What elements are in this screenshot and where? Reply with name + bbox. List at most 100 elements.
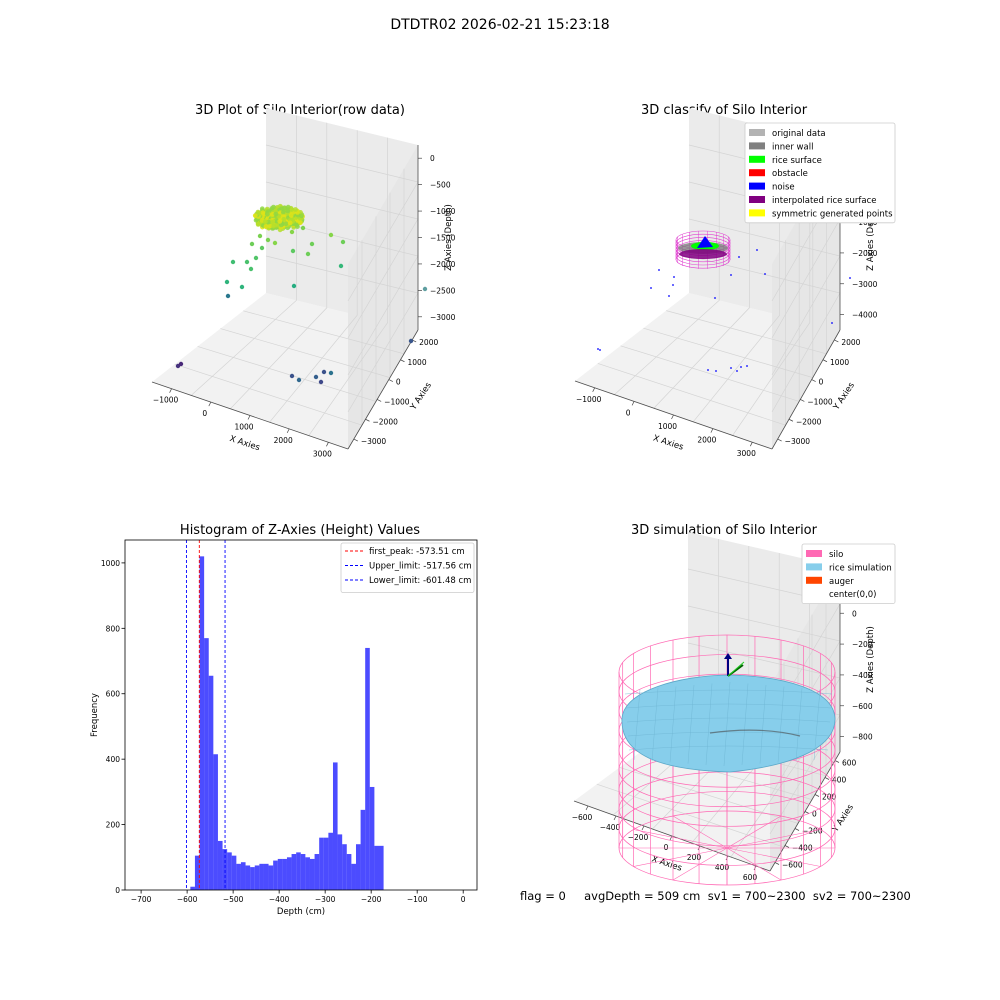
histogram-bar bbox=[351, 863, 356, 890]
histogram-bar bbox=[263, 863, 269, 890]
raw-plot: −1000 0 1000 2000 3000 −3000 −2000 −1000 0 1000 20… bbox=[151, 108, 456, 458]
raw-point bbox=[256, 210, 262, 216]
histogram-bar bbox=[231, 855, 237, 890]
sim-silo-spoke bbox=[672, 815, 728, 849]
classify-noise-point bbox=[736, 370, 738, 372]
histogram-bar bbox=[296, 852, 301, 890]
sim-rice-mesh bbox=[628, 745, 829, 751]
histogram-bar bbox=[208, 675, 214, 890]
raw-y-label: Y Axies bbox=[408, 380, 434, 413]
raw-point bbox=[272, 240, 278, 246]
raw-point bbox=[290, 248, 296, 254]
histogram-bar bbox=[217, 840, 223, 890]
raw-point bbox=[338, 263, 344, 269]
raw-y-tick-label: 2000 bbox=[419, 338, 438, 347]
sim-y-tick bbox=[824, 777, 830, 780]
classify-legend-swatch bbox=[749, 155, 765, 163]
raw-x-tick-label: 0 bbox=[202, 409, 207, 418]
classify-legend bbox=[744, 122, 896, 224]
sim-z-tick-label: −600 bbox=[852, 702, 873, 711]
sim-legend bbox=[801, 543, 896, 604]
raw-x-tick-label: 3000 bbox=[313, 449, 332, 458]
histogram-bar bbox=[282, 858, 287, 890]
classify-y-label: Y Axies bbox=[831, 380, 857, 413]
sim-x-tick bbox=[669, 835, 673, 841]
histogram-x-tick-label: −400 bbox=[269, 895, 290, 904]
sim-y-label: Y Axies bbox=[830, 802, 856, 835]
sim-legend-swatch bbox=[806, 550, 822, 557]
raw-point bbox=[271, 204, 276, 210]
sim-rice-mesh bbox=[741, 683, 749, 765]
histogram-y-tick-label: 400 bbox=[106, 755, 121, 764]
histogram-y-tick-label: 0 bbox=[115, 886, 120, 895]
sim-y-tick-label: −600 bbox=[782, 861, 803, 870]
classify-y-tick-label: −1000 bbox=[807, 397, 833, 406]
histogram-y-tick-label: 200 bbox=[106, 821, 121, 830]
sim-rice-mesh bbox=[795, 687, 803, 762]
sim-rice-mesh bbox=[669, 686, 677, 763]
raw-point bbox=[252, 213, 258, 219]
classify-noise-point bbox=[650, 287, 652, 289]
raw-y-tick bbox=[353, 438, 358, 442]
raw-y-tick-label: 1000 bbox=[408, 358, 427, 367]
histogram-y-tick-label: 600 bbox=[106, 690, 121, 699]
sim-silo-spoke bbox=[633, 829, 728, 849]
histogram-bar bbox=[286, 857, 292, 890]
classify-x-tick-label: −1000 bbox=[576, 395, 602, 404]
histogram-y-tick-label: 800 bbox=[106, 624, 121, 633]
sim-rice-mesh bbox=[687, 684, 695, 764]
raw-point bbox=[287, 220, 293, 226]
sim-y-tick bbox=[794, 828, 800, 831]
sim-x-tick bbox=[613, 815, 617, 821]
histogram-bar bbox=[332, 762, 338, 890]
sim-y-tick bbox=[814, 794, 820, 797]
classify-plot-title: 3D classify of Silo Interior bbox=[640, 103, 808, 118]
histogram-bar bbox=[273, 860, 278, 890]
raw-point bbox=[318, 379, 324, 385]
raw-point bbox=[305, 251, 311, 257]
histogram-bar bbox=[323, 837, 329, 890]
classify-x-tick bbox=[710, 428, 714, 433]
classify-noise-point bbox=[756, 249, 758, 251]
raw-point bbox=[408, 338, 414, 344]
raw-point bbox=[313, 374, 319, 380]
classify-legend-label: original data bbox=[772, 129, 826, 139]
raw-point bbox=[298, 220, 303, 226]
classify-noise-point bbox=[764, 273, 766, 275]
histogram-bar bbox=[309, 858, 315, 890]
raw-x-tick-label: 2000 bbox=[274, 436, 293, 445]
raw-y-tick-label: −3000 bbox=[361, 437, 387, 446]
raw-point bbox=[288, 213, 294, 218]
classify-noise bbox=[697, 236, 713, 248]
classify-noise-point bbox=[730, 367, 732, 369]
sim-x-tick-label: −400 bbox=[600, 823, 621, 832]
classify-plot: −1000 0 1000 2000 3000 −3000 −2000 −1000 0 1000 20… bbox=[574, 108, 896, 458]
raw-point bbox=[230, 259, 236, 265]
raw-x-tick bbox=[286, 428, 290, 434]
classify-y-tick bbox=[777, 438, 782, 442]
histogram-bar bbox=[194, 855, 200, 890]
raw-point bbox=[259, 245, 265, 251]
histogram-bar bbox=[245, 865, 251, 890]
raw-point bbox=[263, 223, 269, 229]
raw-z-tick-label: −2000 bbox=[430, 260, 456, 269]
classify-z-tick-label: −3000 bbox=[852, 280, 878, 289]
sim-y-tick-label: 400 bbox=[832, 776, 847, 785]
raw-z-tick-label: −1000 bbox=[430, 207, 456, 216]
raw-point bbox=[271, 223, 277, 229]
raw-point bbox=[260, 210, 266, 216]
sim-rice-mesh bbox=[759, 684, 767, 764]
classify-noise-point bbox=[599, 349, 601, 351]
histogram-bar bbox=[346, 854, 352, 890]
classify-y-tick bbox=[800, 399, 805, 402]
sim-x-tick-label: 600 bbox=[743, 873, 758, 882]
classify-x-tick bbox=[749, 442, 753, 447]
sim-y-tick-label: 600 bbox=[842, 759, 857, 768]
sim-silo-spoke bbox=[672, 847, 728, 881]
histogram-bar bbox=[328, 832, 333, 890]
simulation-title: 3D simulation of Silo Interior bbox=[631, 523, 817, 538]
raw-y-tick bbox=[365, 418, 370, 422]
raw-x-tick-label: −1000 bbox=[153, 396, 179, 405]
sim-y-tick bbox=[804, 811, 810, 814]
